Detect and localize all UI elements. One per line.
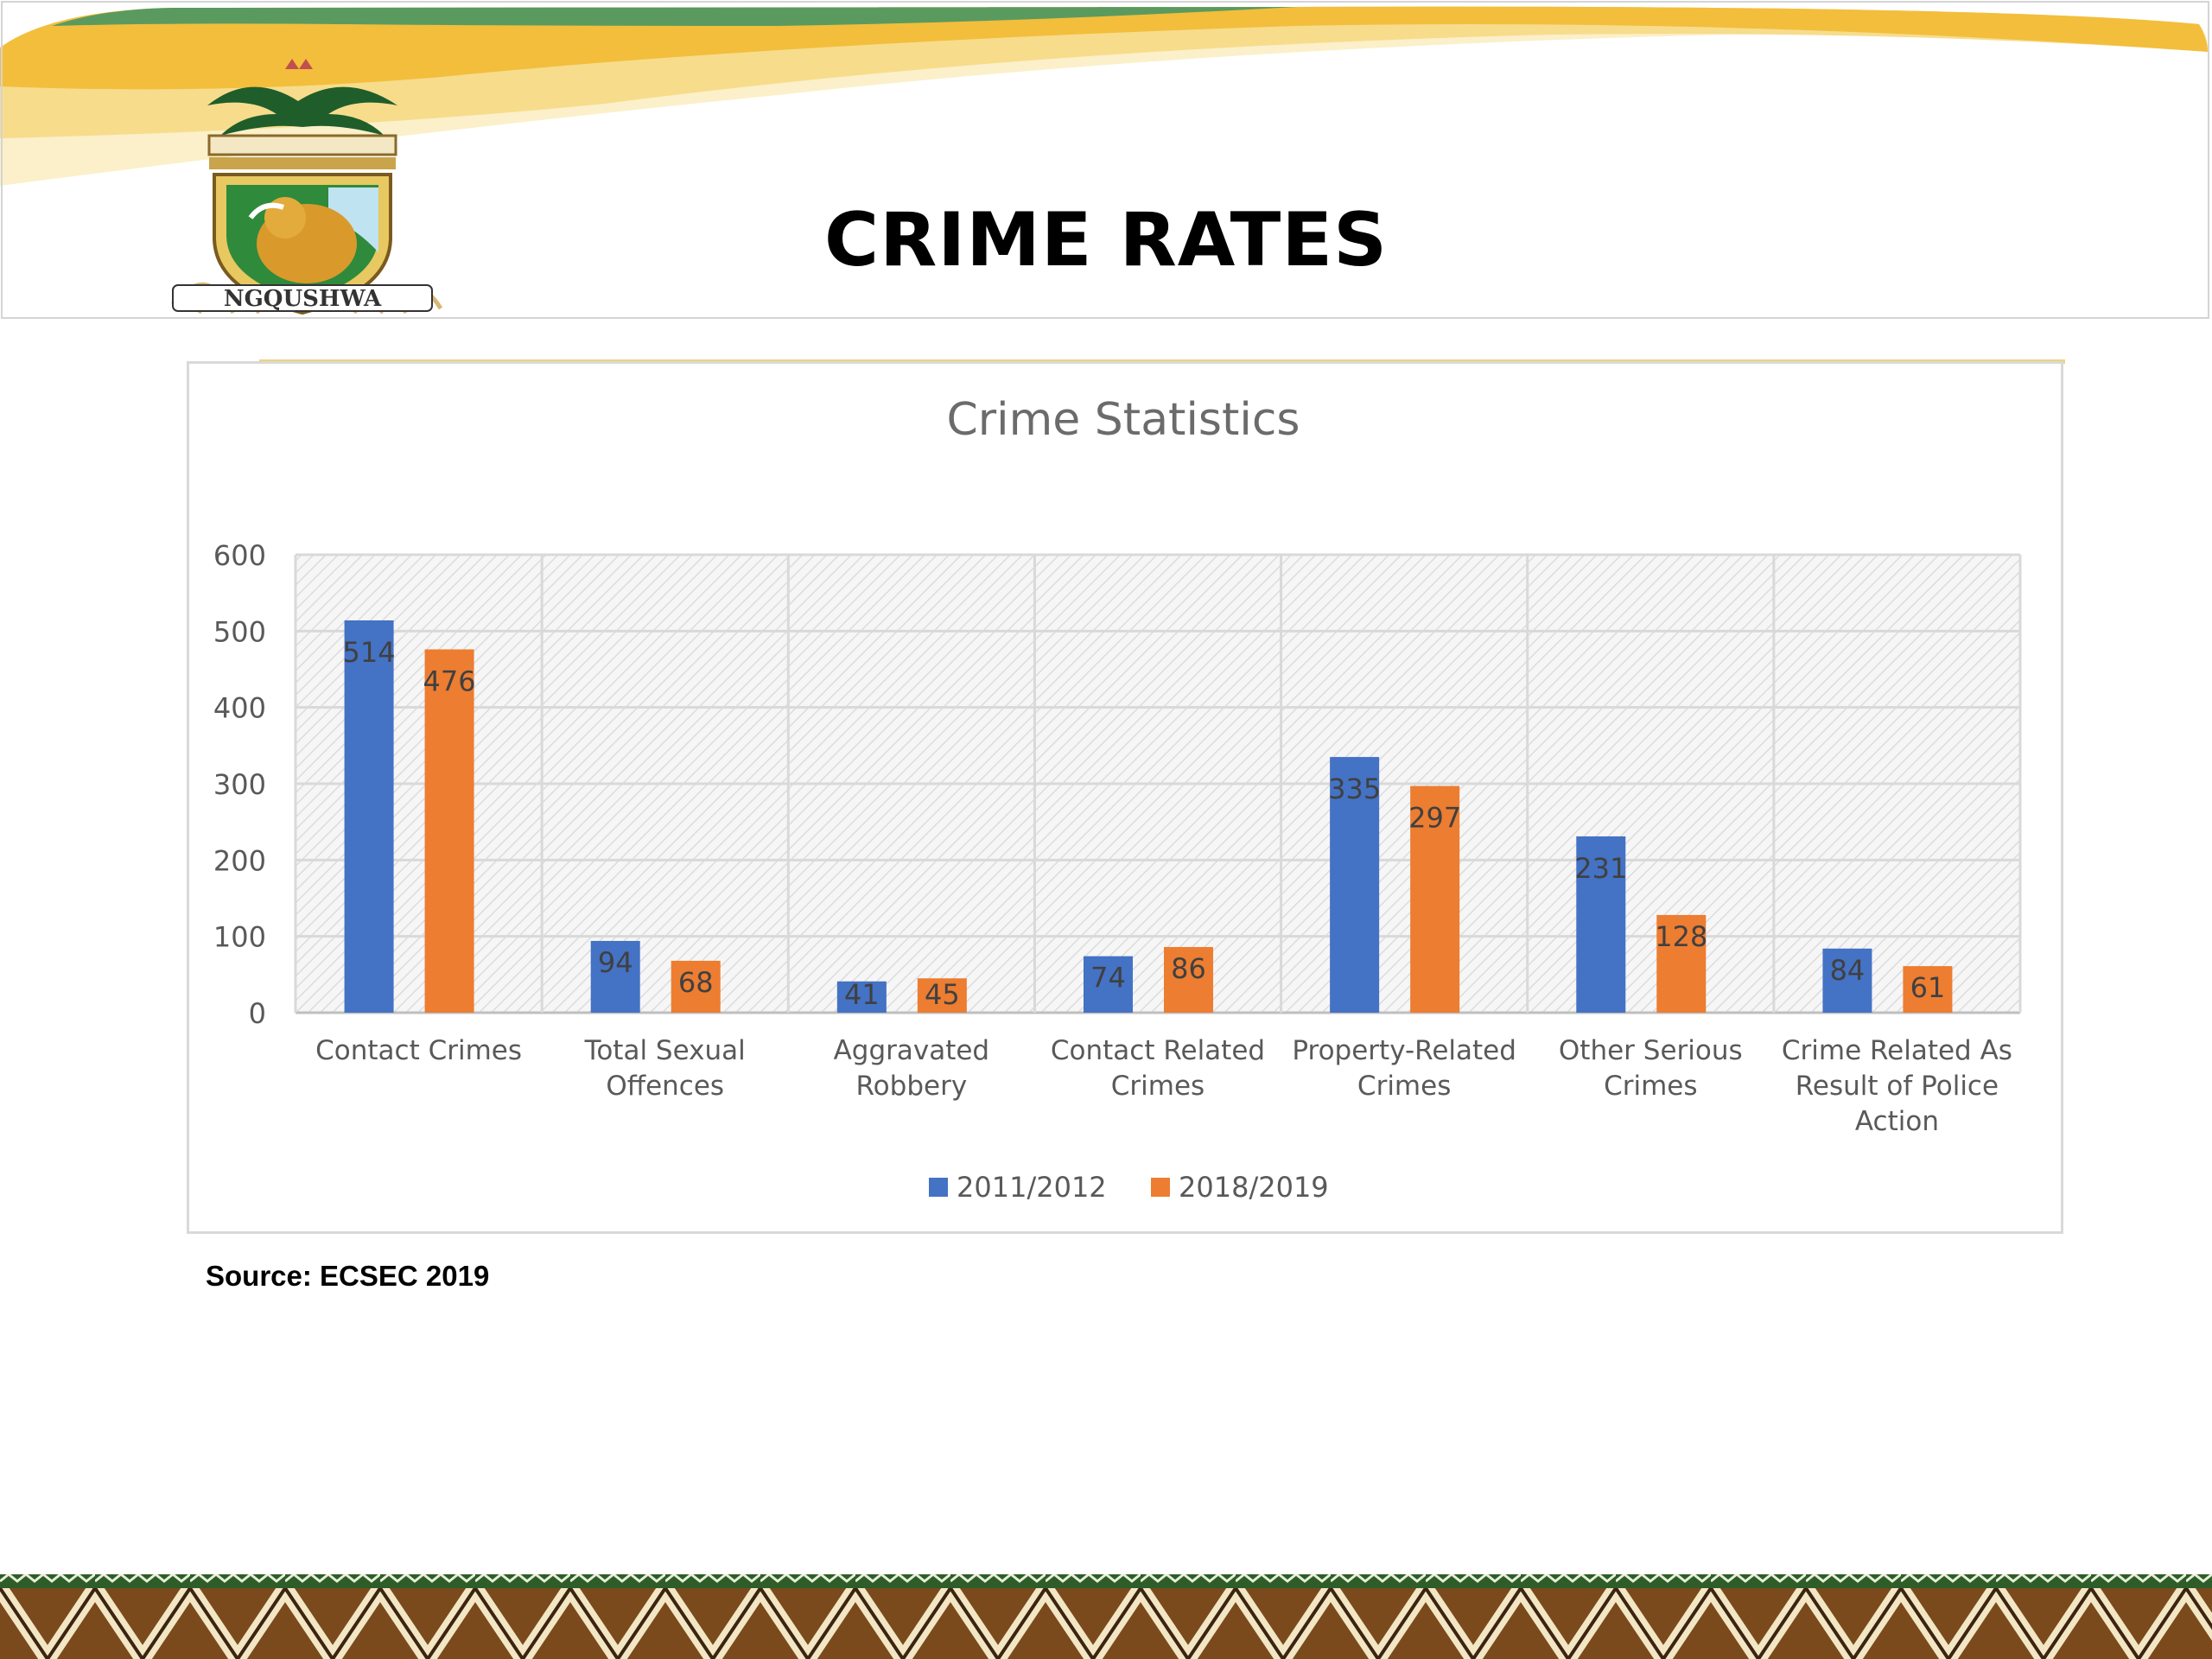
data-label: 128 — [1655, 920, 1707, 953]
bar-2011-2012-2 — [590, 940, 640, 1013]
data-label: 335 — [1328, 772, 1381, 805]
x-tick-label: Contact Crimes — [315, 1035, 522, 1066]
bars — [344, 620, 1953, 1013]
x-tick-label: Aggravated — [834, 1035, 990, 1066]
y-tick-label: 400 — [213, 692, 266, 725]
bar-2018-2019-7 — [1903, 966, 1953, 1013]
x-tick-label: Robbery — [856, 1071, 968, 1102]
data-label: 231 — [1574, 852, 1627, 885]
y-tick-label: 300 — [213, 768, 266, 801]
legend-label: 2011/2012 — [957, 1171, 1107, 1204]
y-axis: 0 100 200 300 400 500 600 — [213, 539, 266, 1030]
data-label: 84 — [1830, 954, 1866, 987]
x-tick-label: Property-Related — [1292, 1035, 1516, 1066]
x-tick-label: Offences — [606, 1071, 724, 1102]
legend: 2011/2012 2018/2019 — [929, 1171, 1329, 1204]
data-label: 94 — [598, 946, 633, 979]
bar-2018-2019-4 — [1164, 947, 1213, 1013]
legend-swatch — [929, 1178, 948, 1197]
bar-2011-2012-4 — [1084, 956, 1133, 1013]
bar-2018-2019-5 — [1410, 785, 1460, 1013]
data-label: 476 — [423, 665, 476, 698]
bar-2018-2019-3 — [917, 978, 967, 1013]
slide-header: NGQUSHWA CRIME RATES — [0, 0, 2212, 322]
bar-2018-2019-6 — [1656, 914, 1707, 1013]
legend-label: 2018/2019 — [1179, 1171, 1329, 1204]
gridlines — [294, 553, 2022, 1014]
slide-title: CRIME RATES — [823, 197, 1389, 283]
chart-title: Crime Statistics — [946, 394, 1300, 446]
x-tick-label: Crimes — [1604, 1071, 1697, 1102]
x-tick-label: Contact Related — [1051, 1035, 1265, 1066]
data-labels: 514 94 41 74 335 231 84 476 68 45 86 297 128 61 — [343, 636, 1946, 1011]
data-label: 68 — [678, 966, 714, 999]
data-label: 74 — [1090, 962, 1126, 995]
y-tick-label: 600 — [213, 539, 266, 572]
data-label: 86 — [1171, 952, 1206, 985]
y-tick-label: 500 — [213, 615, 266, 648]
municipality-logo: NGQUSHWA — [156, 54, 449, 321]
bar-2018-2019-2 — [671, 960, 721, 1013]
header-border — [1, 1, 2209, 319]
data-label: 514 — [343, 636, 396, 669]
x-tick-label: Action — [1855, 1106, 1939, 1137]
footer-pattern-band — [0, 1574, 2212, 1659]
header-wave-decoration — [0, 6, 2208, 322]
y-tick-label: 0 — [249, 997, 266, 1030]
data-label: 45 — [925, 978, 960, 1011]
bar-2011-2012-3 — [836, 981, 887, 1013]
logo-name-text: NGQUSHWA — [224, 286, 382, 312]
y-tick-label: 200 — [213, 844, 266, 877]
bar-2011-2012-5 — [1330, 757, 1380, 1013]
x-tick-label: Crime Related As — [1782, 1035, 2012, 1066]
bar-2011-2012-7 — [1822, 948, 1872, 1013]
y-tick-label: 100 — [213, 921, 266, 954]
legend-swatch — [1151, 1178, 1170, 1197]
x-tick-label: Crimes — [1357, 1071, 1451, 1102]
x-tick-label: Crimes — [1111, 1071, 1205, 1102]
source-note: Source: ECSEC 2019 — [206, 1260, 490, 1292]
x-axis: Contact Crimes Total Sexual Offences Aggrav… — [315, 1035, 2012, 1137]
x-tick-label: Result of Police — [1796, 1071, 1999, 1102]
chart: Crime Statistics 0 100 200 300 400 500 600 514… — [213, 394, 2022, 1204]
x-tick-label: Total Sexual — [584, 1035, 746, 1066]
bar-2011-2012-1 — [344, 620, 394, 1013]
data-label: 61 — [1910, 971, 1946, 1004]
bar-2011-2012-6 — [1576, 836, 1626, 1013]
x-tick-label: Other Serious — [1559, 1035, 1743, 1066]
data-label: 41 — [844, 978, 880, 1011]
bar-2018-2019-1 — [424, 649, 474, 1013]
data-label: 297 — [1408, 802, 1461, 835]
